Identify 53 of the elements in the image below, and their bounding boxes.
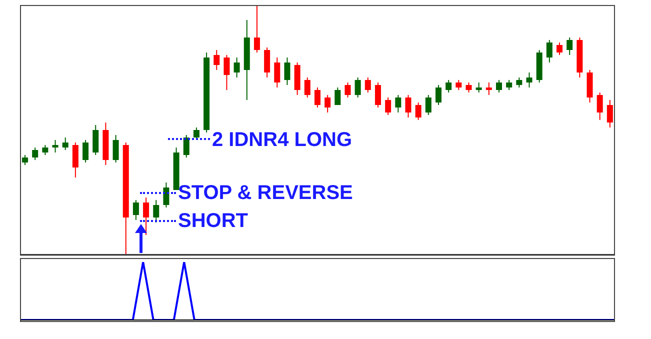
candlestick xyxy=(364,77,371,93)
candlestick xyxy=(546,40,552,63)
annotation: 2 IDNR4 LONG xyxy=(212,128,352,152)
candlestick xyxy=(62,137,68,150)
candlestick xyxy=(92,124,99,156)
candlestick xyxy=(334,87,341,106)
candlestick xyxy=(466,82,472,93)
candlestick xyxy=(496,80,502,93)
candlestick xyxy=(163,182,170,208)
candlestick xyxy=(214,50,220,70)
annotation: STOP & REVERSE xyxy=(178,181,353,205)
candlestick xyxy=(486,82,492,96)
candlestick xyxy=(526,72,532,88)
candlestick xyxy=(193,127,200,140)
candlestick xyxy=(82,140,89,163)
candlestick xyxy=(606,100,613,128)
candlestick xyxy=(254,5,260,53)
candlestick xyxy=(435,84,442,106)
candlestick xyxy=(476,82,482,93)
candlestick xyxy=(415,102,422,120)
candlestick xyxy=(506,80,512,90)
candlestick xyxy=(566,37,573,56)
candlestick xyxy=(516,77,522,88)
candlestick xyxy=(153,200,160,223)
candlestick xyxy=(385,97,392,116)
candlestick xyxy=(354,77,361,98)
candlestick xyxy=(324,94,331,113)
candlestick xyxy=(596,92,603,120)
candlestick xyxy=(314,87,320,108)
candlestick xyxy=(132,200,139,220)
candlestick xyxy=(112,134,119,163)
candlestick xyxy=(22,154,28,166)
candlestick xyxy=(284,57,290,86)
candlestick xyxy=(456,80,462,90)
candlestick xyxy=(224,54,230,90)
candlestick xyxy=(304,77,310,98)
annotation: SHORT xyxy=(178,209,248,233)
candlestick xyxy=(183,134,190,158)
candlestick xyxy=(72,142,78,178)
candlestick xyxy=(143,197,150,236)
candlestick xyxy=(405,94,412,118)
candlestick xyxy=(556,42,563,56)
candlestick xyxy=(374,82,381,108)
candlestick xyxy=(446,80,452,93)
candlestick xyxy=(395,94,402,113)
candlestick xyxy=(52,140,58,153)
candlestick xyxy=(42,144,48,156)
candlestick xyxy=(32,147,38,160)
candlestick xyxy=(234,57,240,78)
candlestick xyxy=(344,82,351,98)
candlestick xyxy=(264,47,270,78)
candlestick xyxy=(274,57,280,88)
candlestick xyxy=(425,94,432,116)
